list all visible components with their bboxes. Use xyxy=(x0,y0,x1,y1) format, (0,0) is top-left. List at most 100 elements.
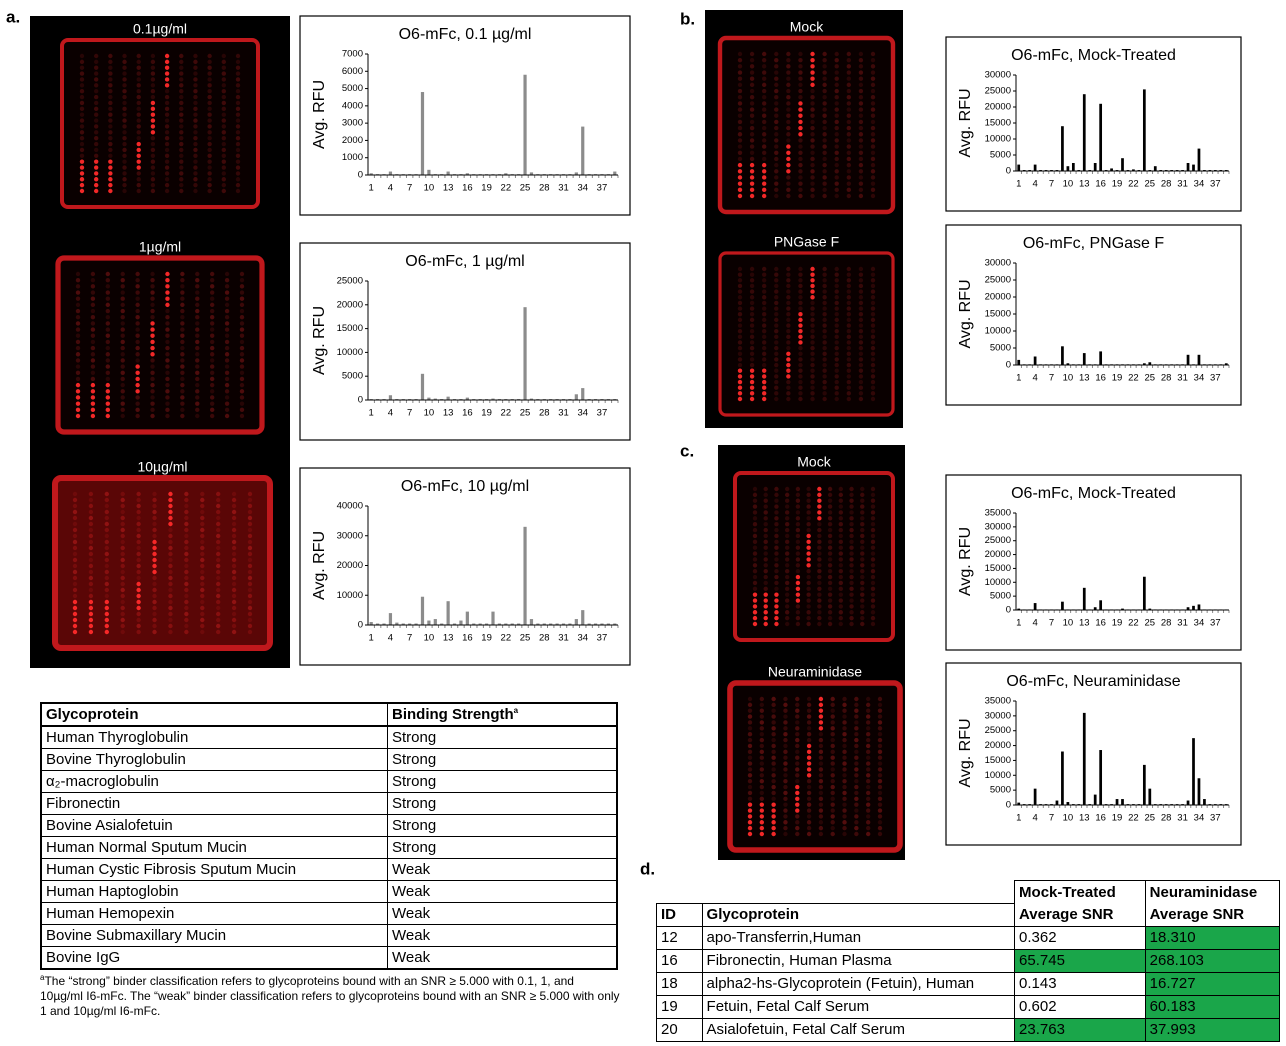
array-spot xyxy=(91,303,95,307)
array-spot xyxy=(236,101,240,105)
array-spot xyxy=(831,703,835,707)
array-spot xyxy=(785,540,789,544)
table-row: 20Asialofetuin, Fetal Calf Serum23.76337… xyxy=(657,1018,1280,1041)
array-spot xyxy=(819,814,823,818)
array-spot xyxy=(121,528,125,532)
header-text: Glycoprotein xyxy=(46,706,139,723)
array-spot xyxy=(91,315,95,319)
array-spot xyxy=(152,504,156,508)
array-spot xyxy=(819,791,823,795)
array-spot xyxy=(819,832,823,836)
array-spot xyxy=(810,95,814,99)
array-spot xyxy=(240,290,244,294)
array-spot xyxy=(849,557,853,561)
array-spot xyxy=(76,340,80,344)
array-spot xyxy=(817,569,821,573)
array-spot xyxy=(859,385,863,389)
array-spot xyxy=(828,587,832,591)
array-spot xyxy=(786,289,790,293)
array-spot xyxy=(122,159,126,163)
array-spot xyxy=(105,564,109,568)
array-spot xyxy=(184,624,188,628)
array-spot xyxy=(236,148,240,152)
array-spot xyxy=(89,510,93,514)
array-spot xyxy=(762,346,766,350)
array-spot xyxy=(810,335,814,339)
bar xyxy=(1099,750,1102,805)
array-spot xyxy=(771,820,775,824)
array-label: PNGase F xyxy=(774,234,839,250)
array-spot xyxy=(822,391,826,395)
array-spot xyxy=(193,159,197,163)
array-spot xyxy=(207,142,211,146)
array-spot xyxy=(798,306,802,310)
array-spot xyxy=(168,576,172,580)
array-spot xyxy=(771,703,775,707)
array-spot xyxy=(762,76,766,80)
array-spot xyxy=(750,157,754,161)
array-spot xyxy=(73,510,77,514)
array-spot xyxy=(847,107,851,111)
array-spot xyxy=(193,60,197,64)
array-spot xyxy=(150,290,154,294)
array-spot xyxy=(105,552,109,556)
array-spot xyxy=(200,612,204,616)
array-spot xyxy=(859,306,863,310)
array-spot xyxy=(807,826,811,830)
array-spot xyxy=(819,714,823,718)
array-spot xyxy=(80,101,84,105)
array-spot xyxy=(783,761,787,765)
array-spot xyxy=(878,820,882,824)
array-spot xyxy=(854,744,858,748)
array-spot xyxy=(165,101,169,105)
array-spot xyxy=(795,832,799,836)
array-spot xyxy=(762,132,766,136)
array-spot xyxy=(165,278,169,282)
array-spot xyxy=(847,289,851,293)
array-spot xyxy=(807,726,811,730)
array-spot xyxy=(786,70,790,74)
array-spot xyxy=(150,296,154,300)
array-spot xyxy=(835,369,839,373)
array-spot xyxy=(828,528,832,532)
array-spot xyxy=(232,546,236,550)
array-spot xyxy=(200,546,204,550)
array-spot xyxy=(168,498,172,502)
array-spot xyxy=(771,732,775,736)
array-spot xyxy=(871,157,875,161)
x-tick-label: 4 xyxy=(388,408,393,419)
x-tick-label: 13 xyxy=(443,408,454,419)
array-spot xyxy=(783,744,787,748)
x-tick-label: 7 xyxy=(407,183,412,194)
array-spot xyxy=(785,610,789,614)
array-spot xyxy=(184,540,188,544)
array-spot xyxy=(835,157,839,161)
y-tick-label: 20000 xyxy=(985,292,1011,303)
array-spot xyxy=(136,594,140,598)
array-spot xyxy=(810,352,814,356)
array-spot xyxy=(106,383,110,387)
array-spot xyxy=(786,120,790,124)
array-spot xyxy=(835,278,839,282)
array-spot xyxy=(762,357,766,361)
array-spot xyxy=(842,744,846,748)
array-spot xyxy=(750,301,754,305)
array-spot xyxy=(152,564,156,568)
array-spot xyxy=(762,352,766,356)
array-spot xyxy=(866,714,870,718)
array-spot xyxy=(80,165,84,169)
array-spot xyxy=(871,101,875,105)
array-spot xyxy=(839,516,843,520)
bar xyxy=(1148,789,1151,805)
array-spot xyxy=(785,522,789,526)
array-spot xyxy=(168,492,172,496)
array-spot xyxy=(121,570,125,574)
table-cell: 37.993 xyxy=(1145,1018,1279,1041)
array-spot xyxy=(108,95,112,99)
array-spot xyxy=(774,83,778,87)
array-spot xyxy=(122,83,126,87)
array-spot xyxy=(91,290,95,294)
array-spot xyxy=(786,346,790,350)
array-spot xyxy=(849,487,853,491)
array-spot xyxy=(854,726,858,730)
